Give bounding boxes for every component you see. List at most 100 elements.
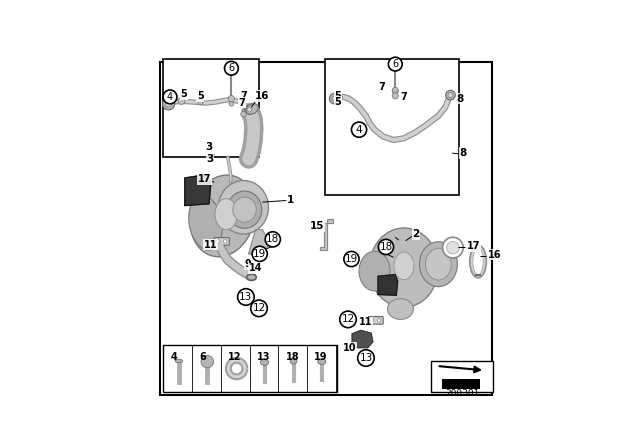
FancyBboxPatch shape	[442, 379, 480, 389]
Ellipse shape	[260, 359, 269, 366]
Circle shape	[371, 319, 374, 322]
Text: 11: 11	[204, 240, 218, 250]
Circle shape	[330, 93, 340, 104]
Ellipse shape	[215, 198, 237, 230]
Polygon shape	[321, 220, 333, 250]
Text: 8: 8	[456, 94, 463, 103]
Text: 3: 3	[205, 142, 212, 152]
Text: 14: 14	[249, 263, 262, 273]
Text: 1: 1	[287, 195, 294, 205]
FancyBboxPatch shape	[159, 62, 492, 395]
Ellipse shape	[227, 191, 262, 228]
FancyBboxPatch shape	[163, 345, 337, 392]
Ellipse shape	[246, 103, 259, 114]
Circle shape	[201, 355, 214, 368]
Text: 12: 12	[228, 352, 242, 362]
Text: 200301: 200301	[445, 389, 479, 398]
Text: 18: 18	[380, 242, 392, 252]
Circle shape	[388, 57, 402, 71]
Circle shape	[252, 246, 268, 262]
Text: 19: 19	[345, 254, 358, 264]
Text: 17: 17	[467, 241, 480, 251]
Text: 6: 6	[228, 63, 234, 73]
Ellipse shape	[218, 181, 269, 234]
Circle shape	[198, 99, 203, 105]
Circle shape	[216, 240, 220, 243]
Circle shape	[378, 239, 394, 254]
Circle shape	[392, 87, 398, 93]
Text: 5: 5	[180, 90, 187, 99]
Polygon shape	[352, 331, 373, 348]
Circle shape	[351, 122, 367, 137]
Text: 4: 4	[167, 92, 173, 102]
Text: 19: 19	[314, 352, 328, 362]
Circle shape	[237, 289, 254, 305]
Circle shape	[163, 90, 177, 104]
Circle shape	[245, 105, 254, 114]
Circle shape	[241, 112, 246, 117]
Text: 6: 6	[392, 59, 398, 69]
Ellipse shape	[473, 248, 483, 275]
Text: 6: 6	[200, 352, 207, 362]
Text: 13: 13	[359, 353, 372, 363]
Ellipse shape	[190, 175, 255, 257]
Circle shape	[178, 98, 185, 104]
FancyBboxPatch shape	[324, 59, 459, 195]
Text: 13: 13	[239, 292, 253, 302]
Text: 10: 10	[343, 343, 356, 353]
Circle shape	[229, 101, 234, 106]
Ellipse shape	[470, 245, 486, 278]
Circle shape	[344, 251, 359, 267]
Text: 12: 12	[341, 314, 355, 324]
Ellipse shape	[359, 251, 390, 291]
Circle shape	[442, 237, 463, 258]
Circle shape	[378, 319, 381, 322]
Text: 7: 7	[238, 98, 245, 108]
Ellipse shape	[394, 252, 414, 280]
Text: 13: 13	[257, 352, 271, 362]
Text: 15: 15	[310, 221, 324, 231]
Circle shape	[392, 93, 398, 99]
Text: 16: 16	[488, 250, 501, 259]
Text: 7: 7	[401, 92, 407, 102]
Text: 8: 8	[460, 148, 467, 158]
Text: 4: 4	[356, 125, 362, 135]
Text: 18: 18	[285, 352, 299, 362]
Ellipse shape	[290, 358, 297, 364]
Circle shape	[447, 241, 459, 254]
Text: 12: 12	[252, 303, 266, 313]
Polygon shape	[378, 275, 397, 295]
Ellipse shape	[175, 359, 183, 363]
FancyBboxPatch shape	[368, 317, 383, 324]
Ellipse shape	[387, 299, 413, 319]
Circle shape	[225, 61, 238, 75]
Text: 5: 5	[334, 97, 341, 107]
Circle shape	[445, 90, 455, 100]
Text: 19: 19	[253, 249, 266, 259]
Circle shape	[166, 101, 172, 107]
Polygon shape	[249, 230, 269, 254]
Ellipse shape	[369, 228, 438, 307]
Circle shape	[336, 94, 342, 100]
Ellipse shape	[426, 248, 451, 280]
Circle shape	[332, 96, 338, 101]
Text: 4: 4	[171, 352, 178, 362]
Ellipse shape	[419, 242, 458, 287]
FancyBboxPatch shape	[214, 237, 229, 245]
Text: 17: 17	[198, 174, 211, 184]
Ellipse shape	[246, 274, 256, 280]
Circle shape	[223, 240, 227, 243]
Text: 5: 5	[334, 91, 341, 101]
Polygon shape	[185, 174, 211, 206]
Text: 3: 3	[206, 154, 214, 164]
Ellipse shape	[317, 359, 326, 364]
Text: 5: 5	[197, 91, 204, 101]
Text: 7: 7	[241, 91, 247, 101]
FancyBboxPatch shape	[163, 59, 259, 157]
Text: 9: 9	[244, 259, 252, 269]
Circle shape	[247, 108, 252, 112]
Text: 11: 11	[358, 318, 372, 327]
Text: 16: 16	[255, 91, 269, 101]
Ellipse shape	[189, 195, 222, 250]
Text: 18: 18	[266, 234, 280, 244]
